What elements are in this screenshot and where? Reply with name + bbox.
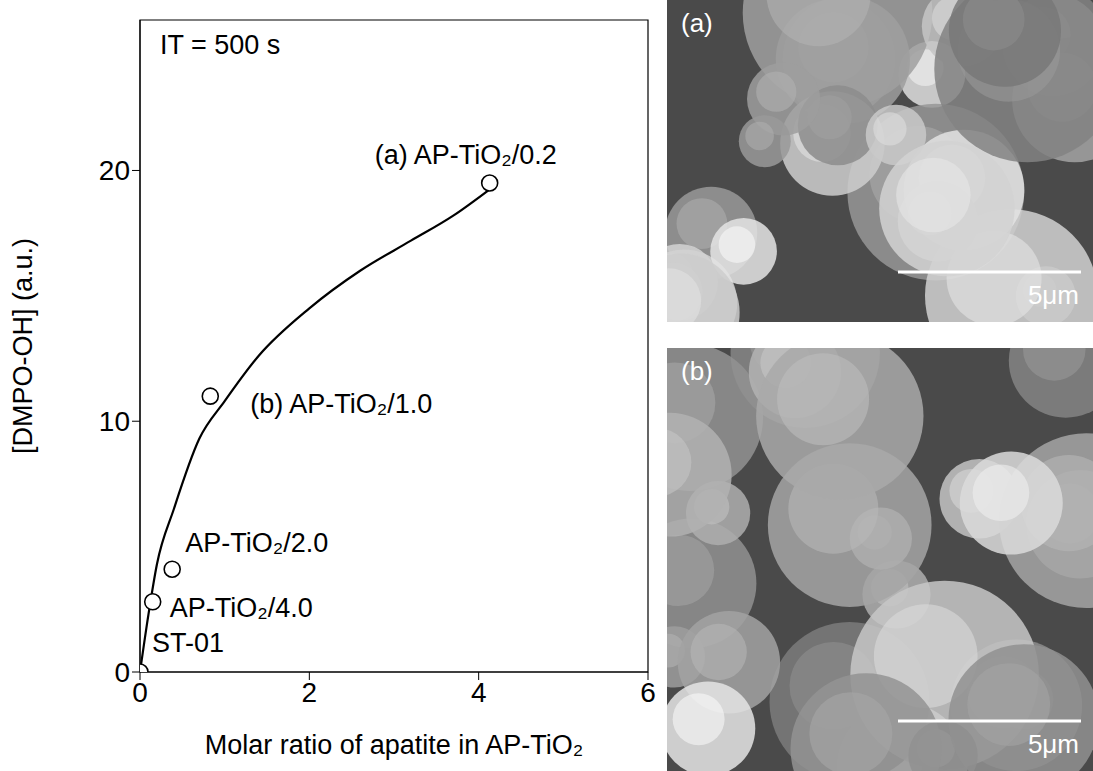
svg-text:(a) AP-TiO₂/0.2: (a) AP-TiO₂/0.2 [375,140,557,170]
svg-text:0: 0 [114,657,130,688]
svg-text:ST-01: ST-01 [152,628,224,658]
svg-text:10: 10 [99,406,130,437]
svg-text:Molar ratio of apatite in AP-T: Molar ratio of apatite in AP-TiO₂ [205,730,584,760]
html-text:IT = 500 s: IT = 500 s [160,30,281,60]
svg-text:0: 0 [132,677,148,708]
svg-text:5μm: 5μm [1028,280,1079,310]
svg-text:(b): (b) [681,356,713,386]
svg-text:AP-TiO₂/2.0: AP-TiO₂/2.0 [185,528,328,558]
svg-text:(b) AP-TiO₂/1.0: (b) AP-TiO₂/1.0 [250,389,432,419]
svg-text:[DMPO-OH] (a.u.): [DMPO-OH] (a.u.) [8,238,38,454]
svg-text:AP-TiO₂/4.0: AP-TiO₂/4.0 [170,593,313,623]
svg-text:4: 4 [471,677,487,708]
svg-text:(a): (a) [681,8,713,38]
svg-text:6: 6 [640,677,656,708]
svg-text:5μm: 5μm [1028,729,1079,759]
svg-text:2: 2 [302,677,318,708]
svg-text:20: 20 [99,155,130,186]
